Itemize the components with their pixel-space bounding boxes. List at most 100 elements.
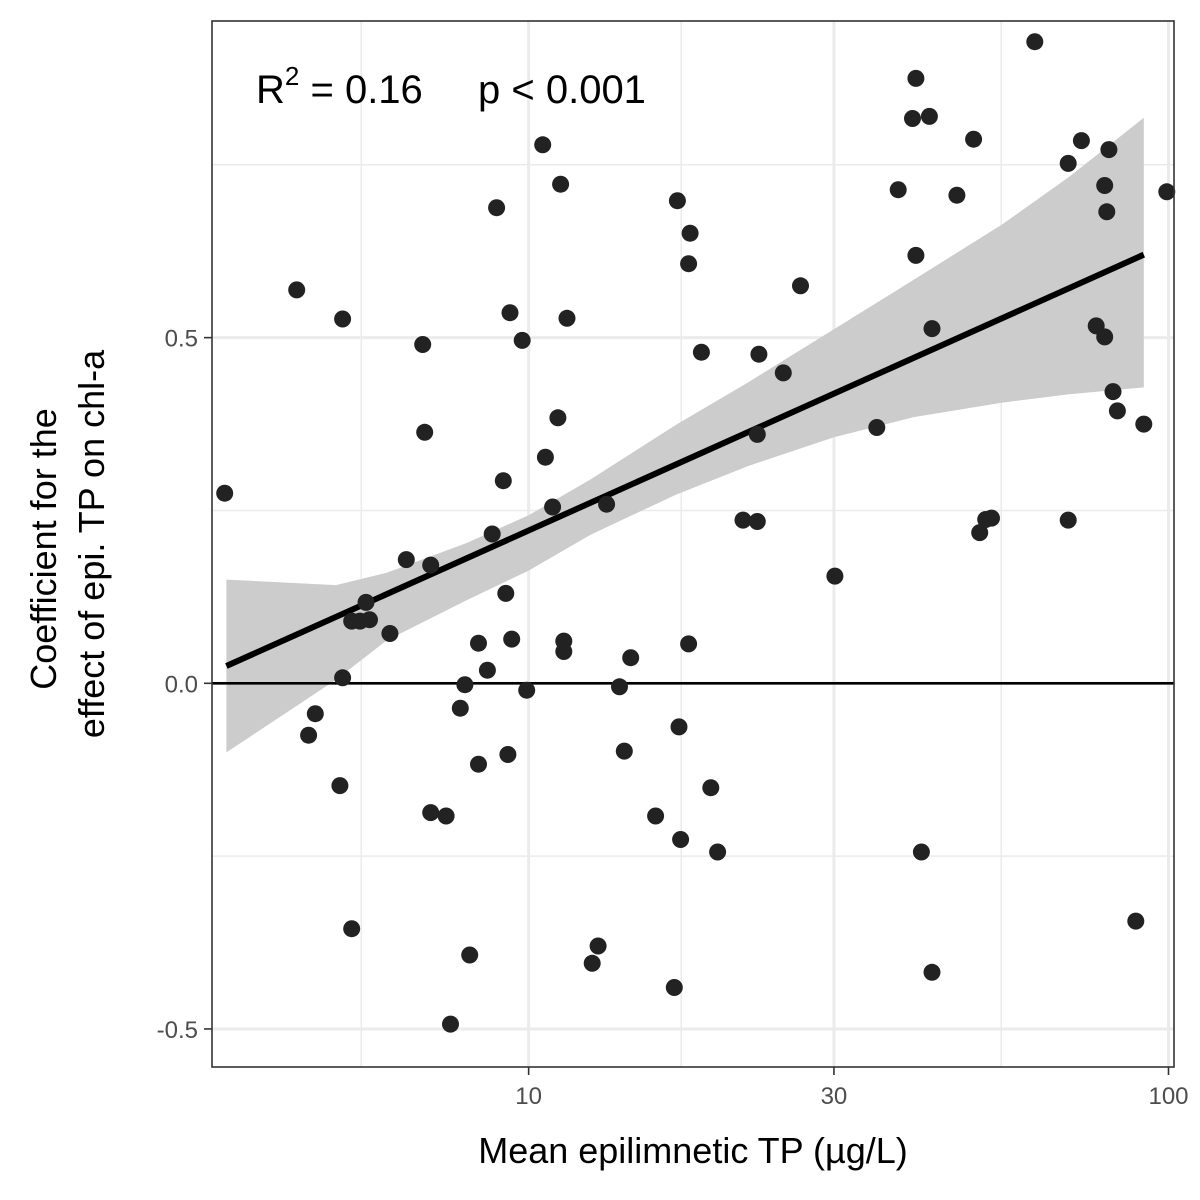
data-point-72 — [912, 843, 930, 861]
data-point-69 — [904, 110, 921, 127]
data-point-13 — [397, 551, 415, 569]
data-point-1 — [288, 281, 306, 299]
data-point-35 — [534, 136, 552, 154]
data-point-52 — [672, 831, 690, 848]
data-point-80 — [983, 509, 1000, 527]
data-point-66 — [826, 567, 844, 585]
data-point-30 — [501, 304, 519, 322]
data-point-38 — [549, 409, 567, 427]
data-point-48 — [622, 649, 640, 667]
y-tick-label-0: -0.5 — [157, 1017, 198, 1044]
data-point-82 — [1059, 154, 1077, 172]
panel-border — [211, 20, 1175, 1068]
data-point-28 — [494, 472, 512, 490]
data-point-76 — [948, 186, 966, 204]
data-point-46 — [611, 678, 628, 696]
fit-line-layer — [225, 251, 1146, 669]
data-point-49 — [647, 807, 665, 825]
data-point-57 — [692, 343, 710, 361]
data-point-59 — [709, 843, 727, 861]
data-point-90 — [1104, 383, 1122, 401]
data-point-19 — [442, 1015, 459, 1033]
data-point-15 — [416, 423, 434, 441]
data-point-63 — [750, 345, 768, 363]
data-point-55 — [681, 224, 699, 242]
data-point-39 — [552, 175, 570, 193]
y-axis-title: Coefficient for the effect of epi. TP on… — [23, 349, 112, 738]
y-axis-title-line-2: effect of epi. TP on chl-a — [71, 349, 112, 738]
data-point-81 — [1026, 33, 1044, 51]
data-point-78 — [971, 524, 989, 542]
r-squared-annotation: R2 = 0.16 — [256, 61, 423, 112]
data-point-11 — [357, 593, 375, 611]
data-point-53 — [665, 979, 683, 996]
data-point-14 — [414, 336, 432, 353]
data-point-75 — [923, 963, 941, 981]
data-point-25 — [478, 661, 496, 679]
r-label: R — [256, 68, 285, 112]
data-point-56 — [680, 635, 698, 653]
x-tick-label-0: 10 — [515, 1083, 542, 1110]
data-point-44 — [583, 954, 601, 972]
data-point-10 — [361, 611, 378, 629]
points-layer — [216, 33, 1176, 1033]
data-point-73 — [920, 107, 938, 125]
data-point-50 — [668, 192, 686, 210]
data-point-21 — [456, 676, 474, 694]
data-point-54 — [680, 255, 698, 273]
data-point-27 — [488, 199, 506, 217]
data-point-87 — [1100, 141, 1118, 159]
data-point-85 — [1096, 177, 1114, 194]
p-value-annotation: p < 0.001 — [478, 68, 646, 112]
data-point-42 — [558, 309, 576, 327]
data-point-5 — [300, 726, 318, 744]
data-point-83 — [1059, 511, 1077, 529]
data-point-23 — [470, 634, 487, 652]
data-point-60 — [734, 511, 752, 529]
data-point-93 — [1135, 415, 1153, 433]
data-point-64 — [774, 364, 792, 382]
data-point-16 — [422, 556, 440, 574]
data-point-29 — [497, 584, 515, 602]
confidence-band-layer — [226, 117, 1144, 753]
data-point-41 — [555, 643, 573, 660]
data-point-3 — [334, 669, 352, 687]
data-point-51 — [670, 718, 688, 736]
data-point-65 — [792, 277, 809, 295]
data-point-31 — [503, 630, 521, 648]
data-point-58 — [702, 779, 720, 797]
data-point-74 — [923, 320, 941, 338]
data-point-92 — [1158, 183, 1176, 201]
data-point-33 — [513, 331, 531, 349]
r-value: = 0.16 — [299, 68, 422, 112]
data-point-47 — [615, 742, 633, 760]
data-point-12 — [381, 625, 399, 642]
x-tick-label-1: 30 — [821, 1083, 848, 1110]
data-point-84 — [1072, 132, 1090, 150]
data-point-71 — [907, 246, 925, 264]
data-point-70 — [907, 69, 925, 87]
data-point-4 — [306, 705, 324, 723]
data-point-86 — [1098, 203, 1116, 221]
axis-ticks-layer: 10 30 100 -0.5 0.0 0.5 — [157, 326, 1189, 1110]
data-point-89 — [1096, 328, 1114, 346]
data-point-91 — [1108, 402, 1126, 420]
data-point-6 — [331, 777, 349, 795]
confidence-band — [226, 117, 1144, 753]
data-point-61 — [748, 513, 766, 530]
x-axis-title: Mean epilimnetic TP (µg/L) — [478, 1130, 908, 1171]
data-point-67 — [868, 419, 886, 436]
data-point-68 — [889, 181, 907, 199]
data-point-22 — [461, 946, 479, 964]
y-tick-label-1: 0.0 — [165, 671, 198, 698]
data-point-18 — [437, 807, 455, 825]
data-point-62 — [748, 425, 766, 443]
data-point-34 — [518, 681, 536, 699]
r-superscript: 2 — [285, 61, 299, 91]
data-point-26 — [483, 525, 501, 543]
data-point-2 — [334, 310, 352, 328]
data-point-32 — [499, 746, 517, 763]
